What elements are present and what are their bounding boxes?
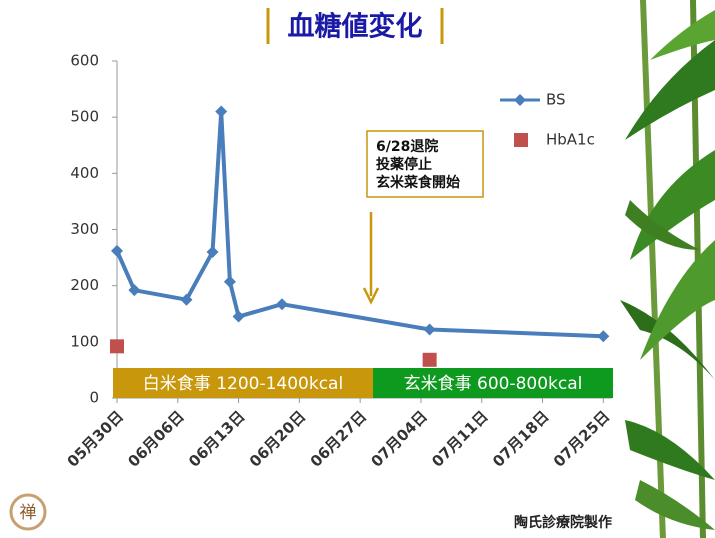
footer: 陶氏診療院製作	[514, 514, 612, 531]
y-tick-label: 400	[70, 164, 99, 182]
x-tick-label: 05月30日	[64, 407, 127, 470]
title-box	[268, 8, 442, 44]
annotation-line: 玄米菜食開始	[376, 174, 460, 191]
y-tick-label: 100	[70, 332, 99, 350]
legend-label: HbA1c	[546, 131, 595, 149]
diet-band-label: 玄米食事 600-800kcal	[404, 374, 583, 394]
point-marker	[422, 352, 437, 367]
x-tick-label: 06月06日	[124, 407, 187, 470]
x-tick-label: 07月11日	[428, 407, 491, 470]
x-tick-label: 07月25日	[550, 407, 613, 470]
diet-band-label: 白米食事 1200-1400kcal	[143, 374, 343, 394]
chart-title: 血糖値変化	[288, 11, 423, 43]
point-marker	[215, 105, 228, 118]
y-tick-label: 200	[70, 276, 99, 294]
y-tick-label: 500	[70, 108, 99, 126]
y-tick-label: 0	[89, 389, 99, 407]
annotation-box	[366, 130, 484, 198]
logo: 禅	[20, 503, 37, 523]
x-tick-label: 06月20日	[246, 407, 309, 470]
diet-band	[113, 368, 373, 398]
y-tick-label: 300	[70, 220, 99, 238]
point-marker	[232, 310, 245, 323]
logo-ring	[9, 493, 47, 531]
point-marker	[128, 284, 141, 297]
point-marker	[110, 339, 124, 354]
point-marker	[206, 245, 219, 258]
point-marker	[111, 244, 123, 257]
point-marker	[597, 330, 610, 343]
x-tick-label: 07月18日	[489, 407, 552, 470]
x-tick-label: 06月27日	[307, 407, 370, 470]
point-marker	[276, 298, 288, 311]
annotation-line: 投薬停止	[376, 156, 432, 173]
legend-marker	[514, 94, 526, 106]
diet-band	[373, 368, 613, 398]
legend-marker	[514, 133, 528, 147]
legend-label: BS	[546, 91, 566, 109]
x-tick-label: 07月04日	[367, 407, 430, 470]
annotation-line: 6/28退院	[376, 138, 438, 155]
bamboo-decoration	[620, 0, 715, 538]
annotation-arrowhead	[362, 287, 380, 305]
series-line	[115, 109, 604, 339]
point-marker	[223, 275, 236, 288]
point-marker	[180, 293, 193, 306]
x-tick-label: 06月13日	[185, 407, 248, 470]
y-tick-label: 600	[70, 52, 99, 70]
point-marker	[423, 323, 436, 336]
